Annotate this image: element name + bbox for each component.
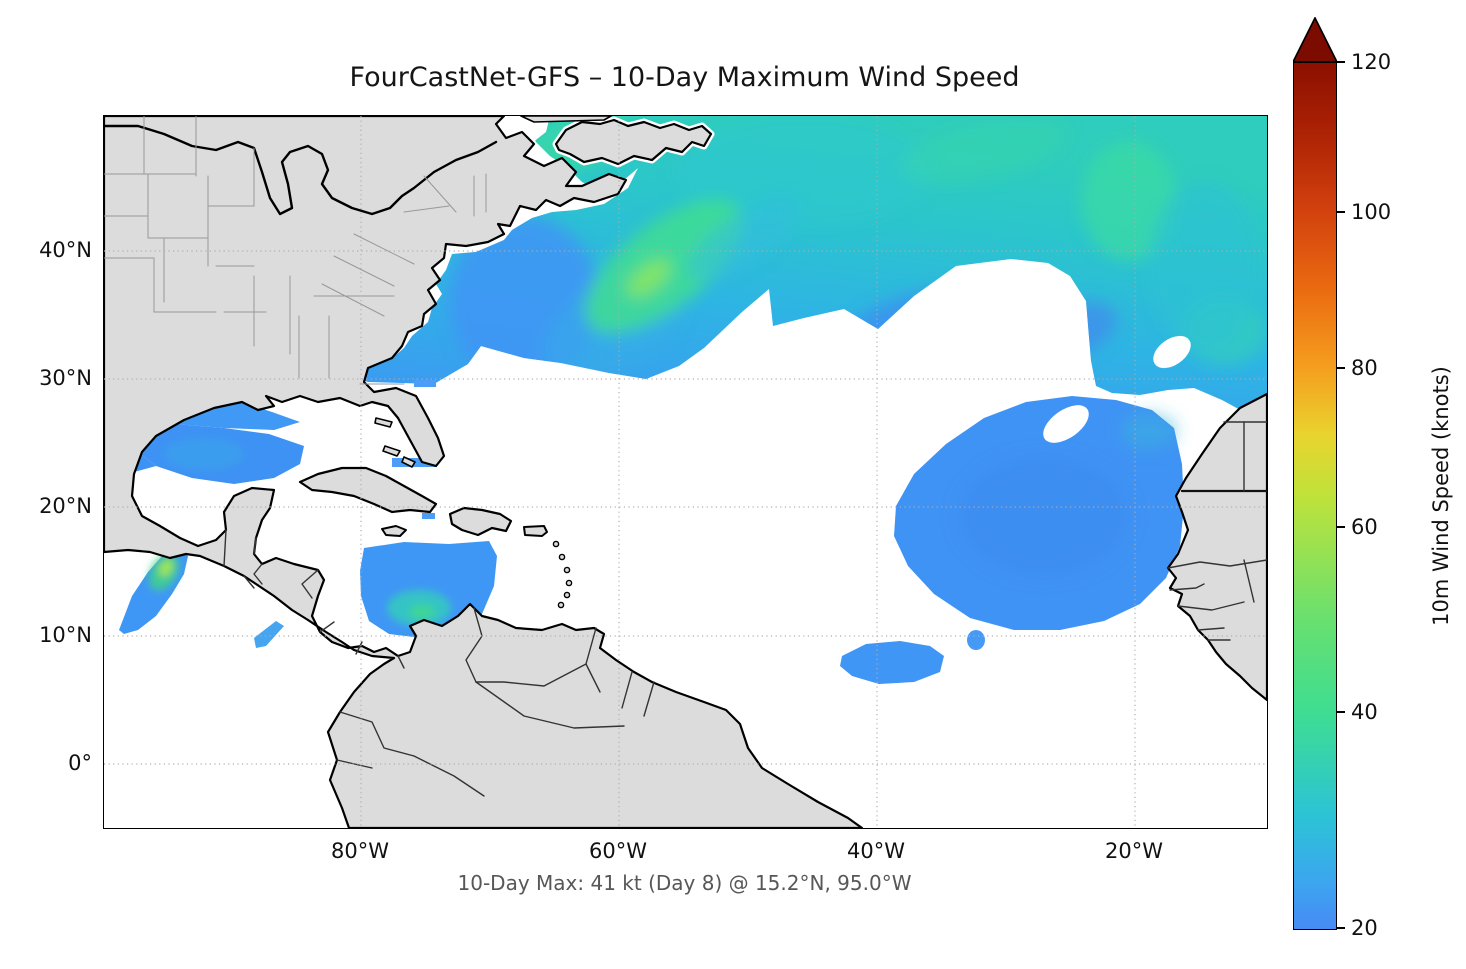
land-bahamas: [374, 417, 416, 468]
land-africa: [1166, 392, 1267, 702]
colorbar-tick-label-80: 80: [1351, 356, 1378, 380]
gulf-st-lawrence-white: [502, 116, 550, 146]
land-hispaniola: [448, 506, 513, 537]
colorbar-tick-label-120: 120: [1351, 50, 1392, 74]
land: [104, 116, 1267, 828]
colorbar-tick-label-100: 100: [1351, 200, 1392, 224]
lon-tick-label-60w: 60°W: [589, 839, 647, 863]
colorbar-tick: [1337, 61, 1345, 63]
land-jamaica: [381, 525, 407, 537]
lat-tick-label-30n: 30°N: [39, 366, 92, 390]
land-americas: [104, 116, 864, 828]
page-title: FourCastNet-GFS – 10-Day Maximum Wind Sp…: [349, 62, 1020, 93]
lon-tick-label-80w: 80°W: [331, 839, 389, 863]
lat-tick-label-10n: 10°N: [39, 623, 92, 647]
land-newfoundland: [554, 118, 713, 166]
masked-hole: [941, 276, 971, 300]
map-svg: [104, 116, 1267, 828]
land-puerto-rico: [523, 525, 548, 537]
land-quebec-sliver: [520, 116, 612, 123]
wind-dash-hispaniola: [422, 513, 435, 519]
great-lakes-shoreline: [104, 124, 498, 216]
map-plot: [103, 115, 1268, 829]
lat-tick-label-40n: 40°N: [39, 238, 92, 262]
colorbar-tick: [1337, 367, 1345, 369]
colorbar-tick: [1337, 927, 1345, 929]
colorbar-tick-label-20: 20: [1351, 916, 1378, 940]
wind-region-itcz: [840, 641, 944, 684]
lat-tick-label-0: 0°: [68, 751, 92, 775]
wind-streak-nicaragua: [254, 621, 284, 648]
max-wind-core: [159, 559, 173, 577]
colorbar-axis-label: 10m Wind Speed (knots): [1429, 366, 1453, 626]
masked-hole: [1153, 335, 1191, 369]
country-borders-africa: [1167, 421, 1267, 641]
land-lesser-antilles: [552, 540, 573, 609]
colorbar-tick: [1337, 211, 1345, 213]
country-borders-americas: [223, 529, 655, 797]
lat-tick-label-20n: 20°N: [39, 494, 92, 518]
masked-hole: [1043, 405, 1089, 443]
figure-subtitle: 10-Day Max: 41 kt (Day 8) @ 15.2°N, 95.0…: [457, 871, 912, 895]
colorbar-tick-label-60: 60: [1351, 515, 1378, 539]
land-cuba: [298, 466, 438, 514]
colorbar-over-arrow: [1293, 17, 1337, 62]
lon-tick-label-20w: 20°W: [1105, 839, 1163, 863]
colorbar-gradient: [1293, 62, 1337, 930]
colorbar-tick: [1337, 711, 1345, 713]
wind-dash-bahamas: [414, 380, 436, 387]
colorbar-tick: [1337, 526, 1345, 528]
wind-dot: [967, 630, 985, 650]
lon-tick-label-40w: 40°W: [847, 839, 905, 863]
colorbar-tick-label-40: 40: [1351, 700, 1378, 724]
state-borders: [104, 116, 487, 385]
gridlines: [104, 116, 1267, 828]
